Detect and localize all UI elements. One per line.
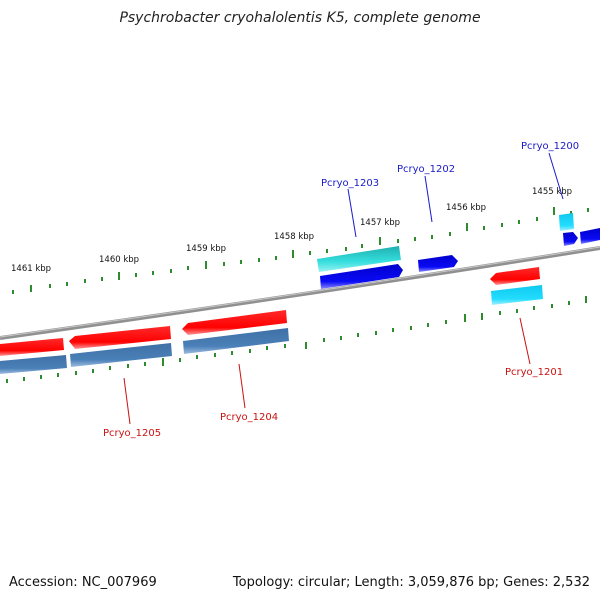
kbp-label: 1460 kbp xyxy=(99,255,139,265)
upper-tick-row xyxy=(12,207,589,294)
gene-label-pcryo-1204: Pcryo_1204 xyxy=(220,412,278,423)
plus-strand-genes xyxy=(317,213,600,289)
gene-label-pcryo-1202: Pcryo_1202 xyxy=(397,164,455,175)
gene-block-blue xyxy=(580,228,600,244)
gene-arrow-blue xyxy=(418,255,458,272)
gene-label-pcryo-1205: Pcryo_1205 xyxy=(103,428,161,439)
gene-block-teal xyxy=(317,246,401,272)
genome-backbone-highlight xyxy=(0,246,600,338)
gene-arrow-blue xyxy=(320,264,403,289)
leader-lines xyxy=(123,152,564,425)
gene-arrow-red xyxy=(0,338,64,356)
lower-tick-row xyxy=(6,296,587,383)
kbp-label: 1457 kbp xyxy=(360,218,400,228)
gene-label-pcryo-1203: Pcryo_1203 xyxy=(321,178,379,189)
gene-labels: Pcryo_1205 Pcryo_1204 Pcryo_1203 Pcryo_1… xyxy=(103,141,579,439)
gene-label-pcryo-1200: Pcryo_1200 xyxy=(521,141,579,152)
gene-block-cyan xyxy=(559,213,574,231)
gene-arrow-red xyxy=(69,326,171,349)
kbp-label: 1455 kbp xyxy=(532,187,572,197)
kbp-label: 1459 kbp xyxy=(186,244,226,254)
gene-arrow-red xyxy=(182,310,287,335)
kbp-labels: 1461 kbp 1460 kbp 1459 kbp 1458 kbp 1457… xyxy=(11,187,572,274)
page-title: Psychrobacter cryohalolentis K5, complet… xyxy=(119,10,481,26)
accession-text: Accession: NC_007969 xyxy=(9,575,157,590)
topology-text: Topology: circular; Length: 3,059,876 bp… xyxy=(232,575,590,590)
kbp-label: 1461 kbp xyxy=(11,264,51,274)
gene-block-steelblue xyxy=(0,355,67,374)
gene-block-steelblue xyxy=(183,328,289,354)
minus-strand-genes xyxy=(0,267,543,374)
gene-block-cyan xyxy=(491,285,543,305)
gene-arrow-blue xyxy=(563,232,578,246)
gene-label-pcryo-1201: Pcryo_1201 xyxy=(505,367,563,378)
kbp-label: 1456 kbp xyxy=(446,203,486,213)
kbp-label: 1458 kbp xyxy=(274,232,314,242)
gene-arrow-red xyxy=(490,267,540,285)
genome-backbone xyxy=(0,246,600,340)
gene-block-steelblue xyxy=(70,343,172,367)
